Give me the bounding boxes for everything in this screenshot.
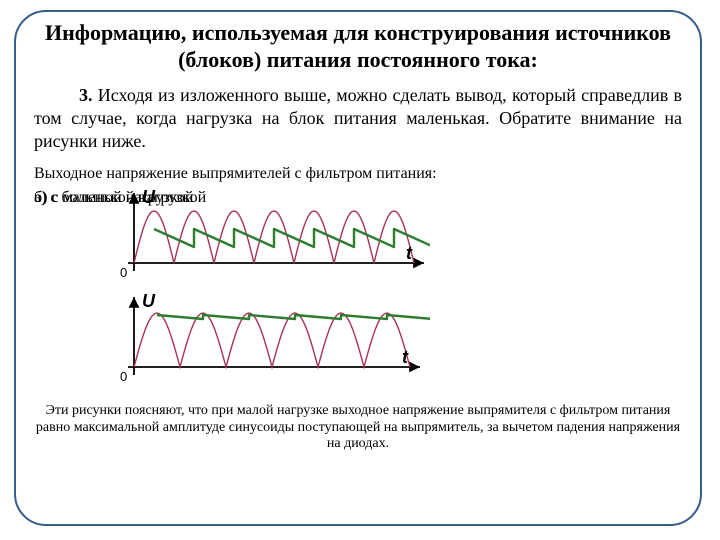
svg-text:0: 0 [120,265,127,280]
svg-text:t: t [406,243,413,263]
chart-bottom: Ut 0 [110,293,430,385]
para-body: Исходя из изложенного выше, можно сделат… [34,85,682,152]
svg-text:U: U [142,293,156,311]
content-frame: Информацию, используемая для конструиров… [14,10,702,526]
footnote: Эти рисунки поясняют, что при малой нагр… [34,403,682,453]
svg-text:t: t [402,347,409,367]
page-title: Информацию, используемая для конструиров… [34,20,682,74]
para-lead-number: 3. [79,85,93,105]
chart-bottom-svg: Ut 0 [110,293,430,385]
sub-heading: Выходное напряжение выпрямителей с фильт… [34,164,682,183]
chart-bottom-caption: б) с маленькой нагрузкой [34,189,264,207]
main-paragraph: 3. Исходя из изложенного выше, можно сде… [34,84,682,154]
charts-area: Ut0 а) с большой нагрузкой Ut0 б) с мале… [34,189,682,399]
svg-text:0: 0 [120,369,127,384]
